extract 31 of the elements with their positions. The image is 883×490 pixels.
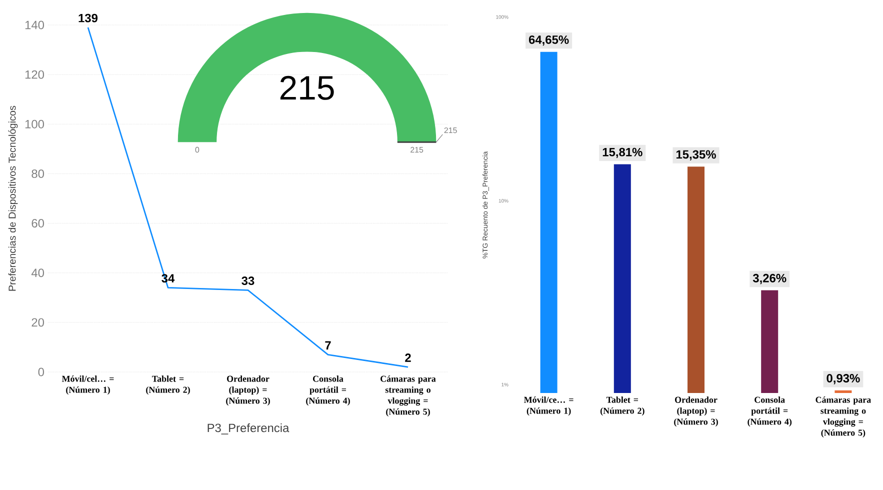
data-label: 0,93% (826, 374, 860, 384)
y-tick-label: 20 (32, 318, 44, 327)
data-label: 64,65% (528, 35, 569, 46)
line-series (87, 26, 409, 368)
x-tick-label: Móvil/ce… = (Número 1) (524, 396, 574, 416)
y-tick-label: 100 (25, 120, 44, 128)
data-label: 15,81% (602, 148, 642, 158)
x-tick-label: Ordenador (laptop) = (Número 3) (674, 396, 718, 427)
y-tick-label: 60 (32, 219, 44, 228)
x-tick-label: Tablet = (Número 2) (600, 396, 644, 416)
x-tick-label: Consola portátil = (Número 4) (748, 396, 792, 427)
data-label: 215 (280, 76, 334, 100)
y-tick-label: 40 (31, 268, 44, 278)
x-tick-label: Cámaras para streaming o vlogging = (Número 5) (380, 376, 436, 417)
x-axis-title: P3_Preferencia (208, 423, 290, 434)
y-tick-label: 80 (32, 169, 44, 178)
y-tick-label: 140 (25, 20, 44, 30)
x-tick-label: Consola portátil = (Número 4) (306, 376, 350, 406)
data-label: 7 (325, 341, 331, 350)
data-label: 33 (242, 276, 254, 286)
data-label: 2 (405, 354, 411, 362)
y-axis-title: Preferencias de Dispositivos Tecnológicos (8, 106, 18, 291)
data-label: 15,35% (676, 150, 716, 160)
x-tick-label: Cámaras para streaming o vlogging = (Número 5) (816, 396, 871, 438)
x-tick-label: Móvil/cel… = (Número 1) (62, 376, 114, 395)
x-tick-label: Ordenador (laptop) = (Número 3) (226, 376, 270, 406)
x-tick-label: Tablet = (Número 2) (146, 376, 190, 395)
data-label: 139 (78, 14, 98, 22)
y-tick-label: 120 (25, 70, 44, 79)
data-label: 3,26% (752, 274, 786, 284)
y-tick-label: 0 (38, 368, 44, 376)
